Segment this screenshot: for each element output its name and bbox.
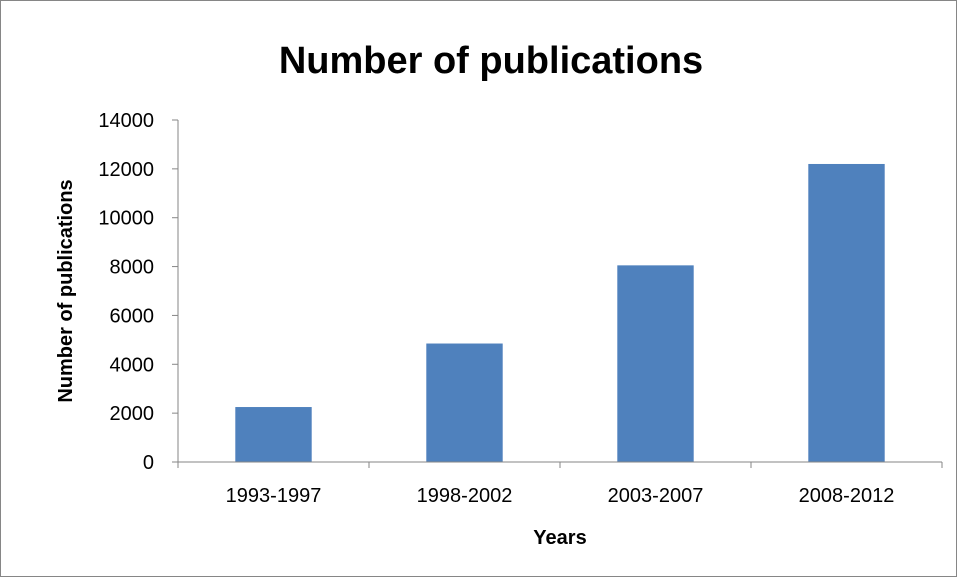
- bar-1998-2002: [426, 343, 503, 462]
- x-tick-label: 2008-2012: [799, 485, 895, 507]
- y-tick-label: 2000: [110, 403, 155, 425]
- bar-1993-1997: [235, 407, 312, 462]
- y-tick-label: 14000: [98, 110, 154, 132]
- x-axis-title: Years: [533, 527, 586, 549]
- x-axis-ticks: 1993-1997 1998-2002 2003-2007 2008-2012: [177, 462, 943, 507]
- bars-group: [235, 163, 885, 462]
- y-tick-label: 6000: [110, 305, 155, 327]
- y-tick-label: 10000: [98, 208, 154, 230]
- y-axis-ticks: 0 2000 4000 6000 8000 10000 12000 14000: [98, 110, 178, 474]
- x-tick-label: 1993-1997: [226, 485, 322, 507]
- x-tick-label: 1998-2002: [417, 485, 513, 507]
- x-tick-label: 2003-2007: [608, 485, 704, 507]
- y-tick-label: 12000: [98, 159, 154, 181]
- y-tick-label: 4000: [110, 354, 155, 376]
- y-axis-title: Number of publications: [55, 179, 77, 402]
- chart-title: Number of publications: [279, 40, 703, 82]
- y-tick-label: 0: [143, 452, 154, 474]
- bar-2008-2012: [808, 163, 885, 462]
- y-tick-label: 8000: [110, 257, 155, 279]
- bar-2003-2007: [617, 265, 694, 462]
